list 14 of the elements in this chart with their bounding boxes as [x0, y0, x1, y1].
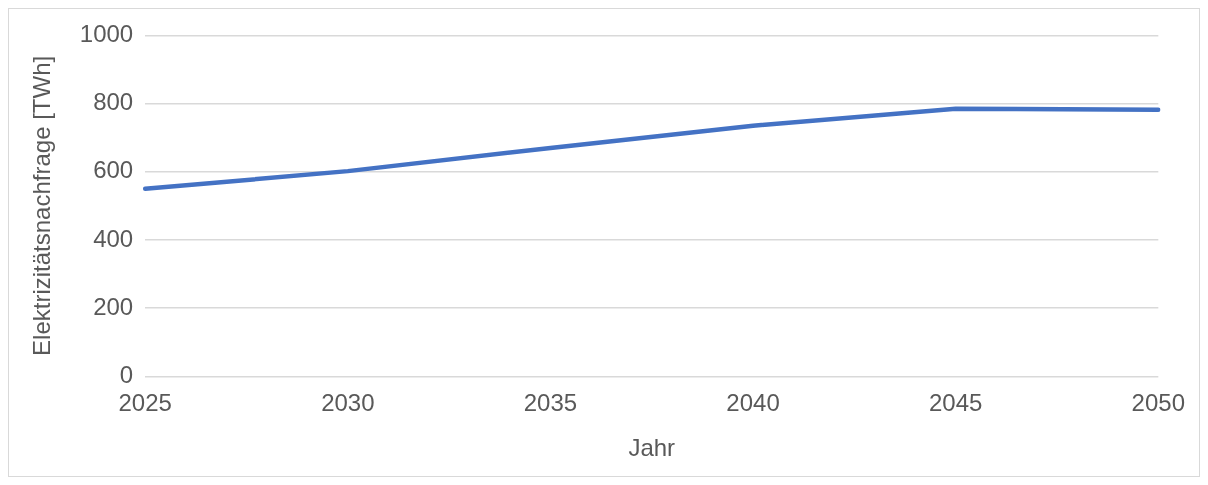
y-tick-label: 400: [93, 224, 134, 252]
x-tick-label: 2040: [726, 389, 780, 417]
x-tick-label: 2025: [118, 389, 172, 417]
y-axis-title: Elektrizitätsnachfrage [TWh]: [28, 55, 56, 356]
y-tick-label: 600: [93, 156, 134, 184]
x-axis-title: Jahr: [628, 434, 676, 462]
x-tick-label: 2045: [928, 389, 983, 417]
x-tick-label: 2035: [523, 389, 578, 417]
y-tick-label: 1000: [79, 20, 134, 48]
x-tick-label: 2030: [321, 389, 375, 417]
x-tick-label: 2050: [1131, 389, 1185, 417]
y-tick-label: 0: [119, 361, 134, 389]
y-tick-label: 800: [93, 88, 134, 116]
y-tick-label: 200: [93, 292, 134, 320]
